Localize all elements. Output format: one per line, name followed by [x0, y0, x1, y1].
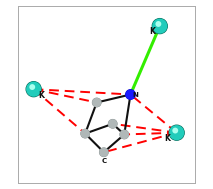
Point: [129, 93, 132, 96]
Point: [95, 101, 98, 104]
Point: [102, 151, 105, 154]
Point: [102, 151, 105, 154]
Text: K: K: [39, 91, 45, 100]
Point: [95, 101, 98, 104]
Point: [122, 133, 126, 136]
Point: [122, 133, 126, 136]
Text: K: K: [149, 27, 155, 36]
Point: [158, 25, 161, 28]
Point: [174, 129, 177, 132]
Point: [157, 22, 160, 26]
Point: [32, 88, 35, 91]
Point: [30, 86, 34, 89]
Point: [175, 131, 178, 134]
Point: [158, 25, 161, 28]
Point: [129, 93, 132, 96]
Text: N: N: [132, 91, 138, 98]
Text: C: C: [101, 158, 106, 164]
Point: [111, 122, 114, 125]
Point: [83, 132, 87, 135]
Point: [175, 131, 178, 134]
Text: K: K: [164, 133, 170, 143]
Point: [83, 132, 87, 135]
Point: [111, 122, 114, 125]
Point: [32, 88, 35, 91]
